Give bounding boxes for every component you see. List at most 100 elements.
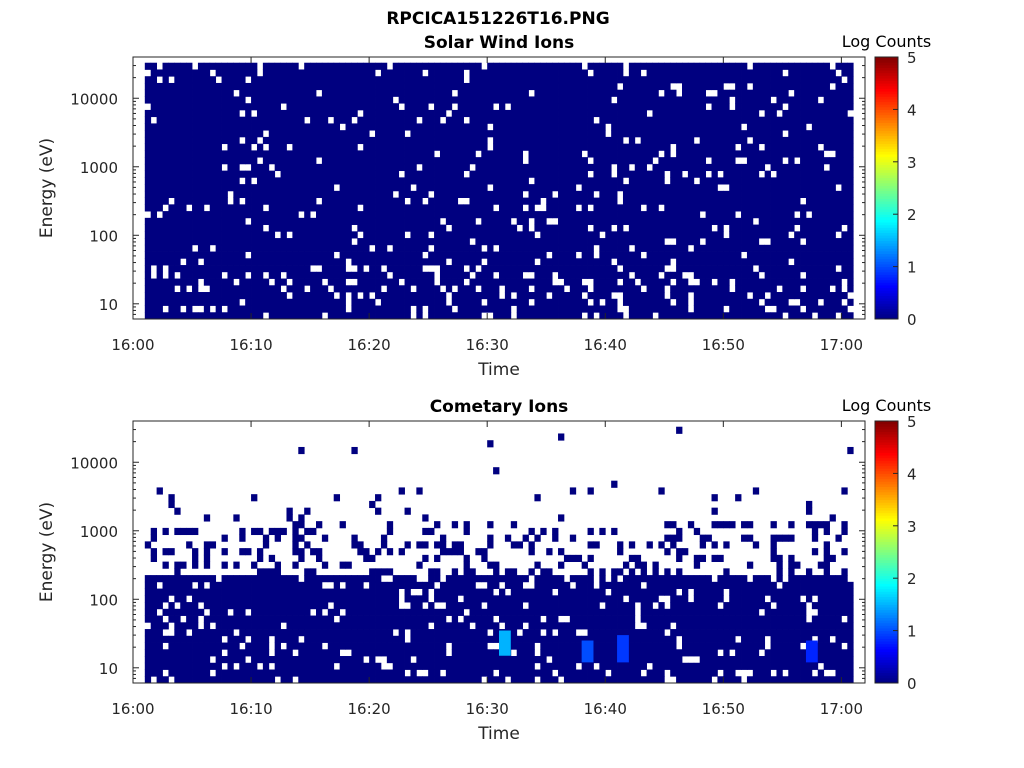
heatmap-cell: [776, 568, 783, 576]
heatmap-cell: [817, 69, 825, 77]
heatmap-cell: [835, 157, 842, 165]
heatmap-cell: [221, 177, 228, 185]
heatmap-cell: [316, 204, 323, 212]
heatmap-cell: [239, 204, 246, 212]
heatmap-cell: [640, 305, 647, 313]
heatmap-cell: [197, 298, 205, 306]
heatmap-cell: [233, 103, 240, 111]
heatmap-cell: [646, 184, 653, 192]
heatmap-cell: [546, 298, 553, 306]
heatmap-cell: [357, 116, 364, 124]
heatmap-cell: [404, 109, 411, 118]
heatmap-cell: [800, 278, 807, 286]
heatmap-cell: [723, 292, 730, 300]
heatmap-cell: [670, 96, 677, 104]
heatmap-cell: [445, 123, 453, 131]
heatmap-cell: [735, 136, 742, 145]
heatmap-cell: [735, 265, 742, 273]
heatmap-cell: [410, 581, 417, 589]
heatmap-cell: [516, 292, 524, 300]
heatmap-cell: [552, 581, 559, 589]
heatmap-cell: [552, 177, 559, 185]
heatmap-cell: [640, 312, 647, 320]
heatmap-cell: [617, 271, 624, 279]
heatmap-cell: [847, 82, 854, 91]
heatmap-cell: [646, 123, 653, 131]
heatmap-cell: [186, 298, 193, 306]
colorbar-segment: [875, 203, 898, 207]
heatmap-cell: [670, 541, 677, 549]
heatmap-cell: [428, 116, 435, 124]
heatmap-cell: [805, 130, 813, 138]
heatmap-cell: [622, 258, 630, 266]
heatmap-cell: [487, 103, 494, 111]
heatmap-cell: [534, 298, 541, 306]
heatmap-cell: [687, 177, 695, 185]
heatmap-cell: [410, 238, 417, 246]
heatmap-cell: [617, 244, 624, 252]
heatmap-cell: [156, 197, 163, 205]
heatmap-cell: [351, 163, 358, 172]
heatmap-cell: [658, 244, 665, 252]
heatmap-cell: [829, 581, 836, 589]
heatmap-cell: [398, 96, 405, 104]
heatmap-cell: [811, 157, 819, 165]
heatmap-cell: [292, 157, 299, 165]
heatmap-cell: [404, 89, 411, 97]
heatmap-cell: [640, 588, 647, 596]
heatmap-cell: [310, 298, 317, 306]
heatmap-cell: [310, 184, 317, 192]
heatmap-cell: [404, 157, 411, 165]
heatmap-cell: [369, 285, 376, 293]
heatmap-cell: [752, 143, 760, 151]
heatmap-cell: [445, 157, 453, 165]
heatmap-cell: [628, 231, 636, 239]
heatmap-cell: [369, 500, 376, 509]
heatmap-cell: [209, 116, 217, 124]
heatmap-cell: [587, 197, 594, 205]
heatmap-cell: [752, 157, 760, 165]
heatmap-cell: [823, 265, 830, 273]
heatmap-cell: [528, 197, 535, 205]
heatmap-cell: [581, 265, 588, 273]
heatmap-cell: [847, 204, 854, 212]
heatmap-cell: [652, 96, 659, 104]
heatmap-cell: [180, 265, 187, 273]
heatmap-cell: [327, 258, 335, 266]
heatmap-cell: [463, 561, 470, 569]
heatmap-cell: [321, 258, 329, 266]
heatmap-cell: [670, 190, 677, 198]
heatmap-cell: [599, 89, 606, 97]
heatmap-cell: [729, 184, 736, 192]
heatmap-cell: [528, 136, 535, 145]
heatmap-cell: [445, 231, 453, 239]
heatmap-cell: [186, 123, 193, 131]
heatmap-cell: [351, 217, 358, 225]
heatmap-cell: [357, 136, 364, 145]
colorbar-segment: [875, 271, 898, 275]
heatmap-cell: [752, 69, 760, 77]
heatmap-cell: [445, 217, 453, 225]
heatmap-cell: [770, 217, 777, 225]
heatmap-cell: [493, 69, 500, 77]
heatmap-cell: [316, 312, 323, 320]
heatmap-cell: [829, 184, 836, 192]
heatmap-cell: [611, 527, 618, 536]
heatmap-cell: [239, 62, 246, 70]
heatmap-cell: [687, 109, 695, 118]
heatmap-cell: [569, 177, 577, 185]
colorbar-segment: [875, 298, 898, 302]
heatmap-cell: [782, 217, 789, 225]
heatmap-cell: [416, 298, 423, 306]
heatmap-cell: [274, 109, 281, 118]
heatmap-cell: [558, 89, 565, 97]
heatmap-cell: [203, 541, 211, 549]
heatmap-cell: [829, 69, 836, 77]
heatmap-cell: [811, 116, 819, 124]
heatmap-cell: [327, 136, 335, 145]
heatmap-cell: [800, 217, 807, 225]
heatmap-cell: [723, 96, 730, 104]
heatmap-cell: [197, 271, 205, 279]
heatmap-cell: [534, 143, 541, 151]
heatmap-cell: [227, 89, 234, 97]
